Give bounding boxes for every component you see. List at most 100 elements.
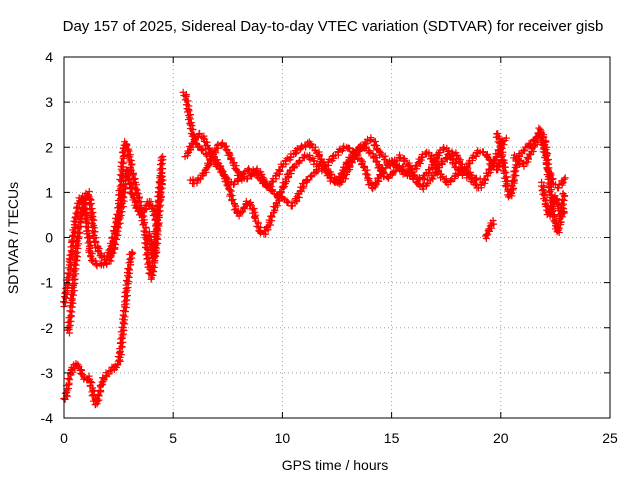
data-point [453,151,461,159]
x-tick-label-5: 25 [602,430,618,446]
data-point [413,162,421,170]
data-point [182,92,190,100]
data-point [557,212,565,220]
data-point [70,217,78,225]
data-point [409,175,417,183]
data-point [89,258,97,266]
series-track-h [482,217,498,242]
data-point [520,146,528,154]
data-point [429,175,437,183]
data-point [240,204,248,212]
data-point [125,265,133,273]
data-point [65,274,73,282]
data-point [373,174,381,182]
y-tick-label-3: -1 [41,275,54,291]
data-point [325,156,333,164]
data-point [554,184,562,192]
data-point [228,154,236,162]
data-point [408,165,416,173]
data-point [123,146,131,154]
data-point [110,222,118,230]
data-point [67,312,75,320]
data-point [404,169,412,177]
data-point [118,343,126,351]
data-point [507,189,515,197]
data-point [91,401,99,409]
series-track-c [60,248,137,409]
data-point [65,322,73,330]
data-point [124,152,132,160]
data-point [370,153,378,161]
data-point [66,376,74,384]
data-point [103,260,111,268]
data-point [227,187,235,195]
data-point [272,172,280,180]
data-point [561,174,569,182]
data-point [435,161,443,169]
data-point [472,152,480,160]
data-point [559,190,567,198]
data-point [515,160,523,168]
data-point [396,151,404,159]
data-point [368,184,376,192]
data-point [457,163,465,171]
data-point [144,231,152,239]
data-point [243,175,251,183]
data-point [247,201,255,209]
data-point [451,163,459,171]
data-point [65,375,73,383]
data-point [87,241,95,249]
data-point [126,266,134,274]
data-points [60,88,569,409]
data-point [312,165,320,173]
y-tick-label-8: 4 [45,49,53,65]
data-point [219,169,227,177]
data-point [103,252,111,260]
data-point [134,197,142,205]
data-point [218,168,226,176]
data-point [157,169,165,177]
series-track-k [538,178,568,220]
data-point [386,162,394,170]
data-point [541,192,549,200]
data-point [159,176,167,184]
x-tick-label-1: 5 [169,430,177,446]
y-tick-labels: -4 -3 -2 -1 0 1 2 3 4 [41,49,54,426]
series-track-g [186,134,510,193]
data-point [554,201,562,209]
data-point [296,157,304,165]
data-point [277,188,285,196]
data-point [365,149,373,157]
data-point [113,361,121,369]
y-tick-label-1: -3 [41,365,54,381]
data-point [545,187,553,195]
data-point [118,158,126,166]
y-tick-label-5: 1 [45,184,53,200]
data-point [123,277,131,285]
data-point [502,134,510,142]
data-point [82,199,90,207]
data-point [152,239,160,247]
data-point [154,212,162,220]
data-point [548,203,556,211]
data-point [477,181,485,189]
data-point [494,138,502,146]
data-point [546,171,554,179]
data-point [544,156,552,164]
grid [64,57,610,418]
data-point [224,177,232,185]
data-point [303,176,311,184]
data-point [75,219,83,227]
data-point [68,232,76,240]
data-point [307,172,315,180]
data-point [430,158,438,166]
data-point [552,196,560,204]
data-point [203,138,211,146]
series-track-e [179,88,484,238]
data-point [116,195,124,203]
data-point [335,145,343,153]
data-point [524,154,532,162]
data-point [329,152,337,160]
data-point [468,175,476,183]
data-point [295,194,303,202]
